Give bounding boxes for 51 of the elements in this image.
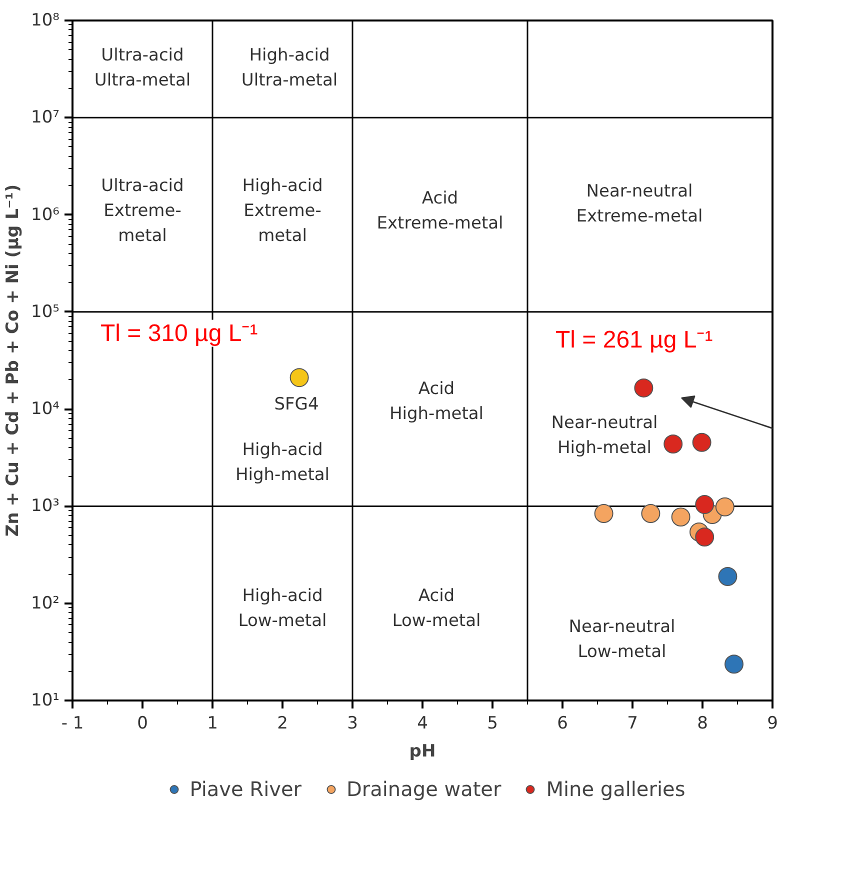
annotation: SFG4 (274, 394, 319, 415)
x-tick-label: 5 (487, 714, 498, 734)
y-tick-label: 10⁷ (31, 108, 60, 128)
x-tick-label: 7 (627, 714, 638, 734)
x-tick-label: 1 (207, 714, 218, 734)
annotation: Near-neutral High-metal (551, 412, 658, 458)
annotation: Near-neutral Low-metal (568, 616, 676, 662)
annotation: High-acid Low-metal (238, 586, 327, 632)
x-tick-label: 0 (137, 714, 148, 734)
point (695, 495, 714, 514)
annotation: High-acid High-metal (235, 440, 330, 485)
y-axis-title: Zn + Cu + Cd + Pb + Co + Ni (µg L⁻¹) (3, 184, 24, 537)
y-tick-label: 10² (31, 593, 60, 614)
legend-label: Mine galleries (546, 777, 686, 801)
x-tick-label: 6 (557, 714, 568, 734)
x-tick-label: 3 (347, 714, 358, 734)
y-tick-label: 10⁶ (31, 204, 60, 225)
legend-label: Drainage water (346, 777, 502, 801)
point (641, 504, 660, 523)
x-tick-label: 4 (417, 714, 428, 734)
point (290, 368, 309, 388)
annotation: High-acid Extreme- metal (242, 176, 323, 246)
x-tick-label: 2 (277, 714, 288, 734)
annotation: High-acid Ultra-metal (241, 46, 338, 91)
x-tick-label: 8 (697, 714, 708, 734)
y-tick-label: 10⁴ (31, 399, 60, 420)
point (695, 528, 714, 546)
point (634, 378, 654, 398)
x-axis-title: pH (409, 742, 436, 762)
y-tick-label: 10¹ (31, 690, 60, 710)
point (594, 504, 614, 523)
annotation: Acid Extreme-metal (376, 188, 504, 234)
point (715, 497, 734, 516)
annotation: Acid Low-metal (392, 586, 481, 632)
point (664, 434, 683, 454)
y-tick-label: 10⁸ (31, 10, 60, 30)
annotation: Tl = 310 µg L⁻¹ (100, 320, 258, 347)
annotation: Acid High-metal (389, 378, 484, 424)
x-tick-label: 9 (767, 714, 778, 734)
point (671, 508, 690, 527)
annotation: Near-neutral Extreme-metal (576, 182, 703, 227)
point (692, 432, 712, 452)
annotation: Tl = 261 µg L⁻¹ (556, 326, 713, 354)
y-tick-label: 10³ (31, 496, 60, 516)
annotation: Ultra-acid Extreme- metal (101, 176, 184, 246)
legend-label: Piave River (190, 777, 302, 801)
annotation: Ultra-acid Ultra-metal (94, 46, 191, 91)
y-tick-label: 10⁵ (31, 302, 60, 322)
point (724, 654, 744, 674)
point (718, 567, 738, 586)
x-tick-label: - 1 (61, 714, 84, 734)
